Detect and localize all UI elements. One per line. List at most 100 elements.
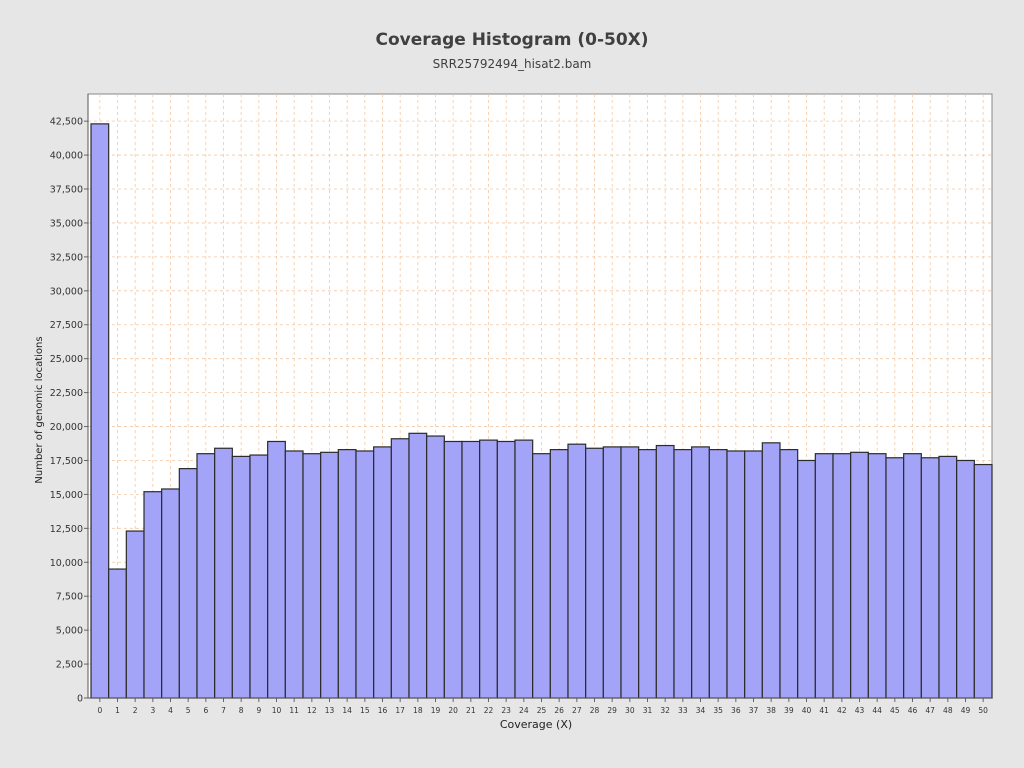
bar-coverage-39 — [779, 449, 799, 699]
bar-coverage-40 — [797, 459, 816, 699]
bar-coverage-11 — [284, 450, 304, 699]
x-tick-label: 17 — [395, 706, 405, 715]
x-tick-label: 29 — [607, 706, 617, 715]
bar-coverage-48 — [938, 455, 958, 699]
chart-subtitle: SRR25792494_hisat2.bam — [432, 57, 592, 71]
x-tick-label: 34 — [696, 706, 706, 715]
x-tick-label: 14 — [342, 706, 352, 715]
x-tick-label: 23 — [501, 706, 511, 715]
bar-coverage-27 — [567, 443, 587, 699]
bar-coverage-1 — [108, 568, 127, 699]
x-tick-label: 2 — [133, 706, 138, 715]
bar-coverage-9 — [249, 454, 269, 699]
x-tick-label: 15 — [360, 706, 370, 715]
y-tick-label: 0 — [77, 694, 83, 705]
bar-coverage-22 — [479, 439, 498, 699]
bar-coverage-37 — [744, 450, 763, 699]
x-tick-label: 47 — [925, 706, 935, 715]
x-tick-label: 19 — [431, 706, 441, 715]
y-tick-label: 17,500 — [50, 456, 83, 467]
bar-coverage-32 — [655, 444, 675, 699]
x-tick-label: 28 — [590, 706, 600, 715]
y-tick-label: 42,500 — [50, 117, 83, 128]
bar-coverage-4 — [161, 488, 180, 699]
bar-coverage-17 — [390, 438, 410, 699]
x-tick-label: 30 — [625, 706, 635, 715]
x-tick-label: 42 — [837, 706, 847, 715]
x-tick-label: 8 — [239, 706, 244, 715]
x-tick-label: 38 — [766, 706, 776, 715]
x-tick-label: 9 — [256, 706, 261, 715]
y-tick-label: 10,000 — [50, 558, 83, 569]
bar-coverage-18 — [408, 432, 428, 699]
x-tick-label: 32 — [660, 706, 670, 715]
x-tick-label: 3 — [150, 706, 155, 715]
x-tick-label: 20 — [448, 706, 458, 715]
y-tick-label: 37,500 — [50, 185, 83, 196]
y-tick-label: 20,000 — [50, 422, 83, 433]
x-tick-label: 41 — [819, 706, 829, 715]
bar-coverage-33 — [673, 449, 693, 699]
x-tick-label: 39 — [784, 706, 794, 715]
x-tick-label: 40 — [802, 706, 812, 715]
bar-coverage-23 — [496, 440, 516, 699]
y-tick-label: 30,000 — [50, 286, 83, 297]
x-tick-label: 45 — [890, 706, 900, 715]
y-axis-title: Number of genomic locations — [34, 336, 45, 483]
bar-coverage-47 — [920, 457, 940, 699]
x-tick-label: 11 — [289, 706, 299, 715]
x-tick-label: 50 — [978, 706, 988, 715]
x-tick-label: 37 — [749, 706, 759, 715]
x-tick-label: 18 — [413, 706, 423, 715]
bar-coverage-8 — [231, 455, 251, 699]
bar-coverage-28 — [585, 447, 604, 699]
x-tick-label: 16 — [378, 706, 388, 715]
bar-coverage-29 — [602, 446, 622, 699]
bar-coverage-6 — [196, 453, 216, 699]
y-tick-label: 27,500 — [50, 320, 83, 331]
x-tick-label: 6 — [203, 706, 208, 715]
bar-coverage-46 — [903, 453, 922, 699]
bar-coverage-13 — [320, 451, 339, 699]
bar-coverage-42 — [832, 453, 852, 699]
bar-coverage-50 — [973, 463, 993, 699]
bar-coverage-36 — [726, 450, 746, 699]
y-tick-label: 40,000 — [50, 151, 83, 162]
bar-coverage-20 — [443, 440, 463, 699]
y-tick-label: 7,500 — [56, 592, 83, 603]
y-tick-label: 15,000 — [50, 490, 83, 501]
x-tick-label: 10 — [272, 706, 282, 715]
bar-coverage-15 — [355, 450, 375, 699]
bar-coverage-16 — [373, 446, 392, 699]
x-axis-ticks: 0 1 2 3 4 5 6 7 8 9 10 11 12 13 14 15 16 17 18 19 20 21 22 23 24… — [97, 698, 988, 715]
x-axis-title: Coverage (X) — [500, 718, 572, 731]
y-tick-label: 2,500 — [56, 660, 83, 671]
x-tick-label: 44 — [872, 706, 882, 715]
bar-coverage-19 — [426, 435, 445, 699]
bar-coverage-5 — [178, 468, 198, 699]
bar-coverage-26 — [549, 449, 569, 699]
x-tick-label: 49 — [961, 706, 971, 715]
x-tick-label: 46 — [908, 706, 918, 715]
x-tick-label: 33 — [678, 706, 688, 715]
x-tick-label: 25 — [537, 706, 547, 715]
bar-coverage-30 — [620, 446, 640, 699]
chart-title: Coverage Histogram (0-50X) — [375, 30, 649, 50]
y-tick-label: 5,000 — [56, 626, 83, 637]
bar-coverage-14 — [337, 449, 357, 699]
x-tick-label: 27 — [572, 706, 582, 715]
bar-coverage-0 — [90, 123, 110, 699]
bar-coverage-49 — [956, 459, 975, 699]
x-tick-label: 31 — [643, 706, 653, 715]
bar-coverage-7 — [214, 447, 233, 699]
x-tick-label: 24 — [519, 706, 529, 715]
x-tick-label: 26 — [554, 706, 564, 715]
x-tick-label: 35 — [713, 706, 723, 715]
x-tick-label: 36 — [731, 706, 741, 715]
y-tick-label: 25,000 — [50, 354, 83, 365]
y-tick-label: 22,500 — [50, 388, 83, 399]
x-tick-label: 13 — [325, 706, 335, 715]
bar-coverage-35 — [708, 449, 728, 699]
x-tick-label: 4 — [168, 706, 173, 715]
